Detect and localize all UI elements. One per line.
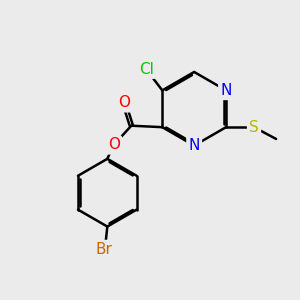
Text: S: S: [249, 120, 259, 135]
Text: O: O: [108, 137, 120, 152]
Text: Cl: Cl: [139, 62, 154, 77]
Text: N: N: [220, 83, 232, 98]
Text: N: N: [188, 138, 200, 153]
Text: O: O: [118, 95, 130, 110]
Text: Br: Br: [96, 242, 113, 257]
